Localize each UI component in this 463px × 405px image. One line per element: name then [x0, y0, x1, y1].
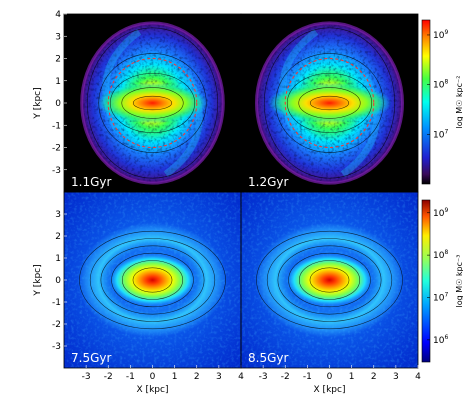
x-tick-label: 2 — [371, 372, 377, 382]
disk-edge — [80, 21, 225, 185]
colorbar-tick-label: 108 — [433, 79, 448, 91]
contour-line — [86, 27, 219, 179]
panel-top-left — [64, 14, 241, 192]
contour-line — [275, 53, 384, 153]
time-label: 1.2Gyr — [248, 175, 288, 189]
x-tick-label: -3 — [82, 372, 91, 382]
x-tick-label: -2 — [281, 372, 290, 382]
colorbar-top: 107 108 109 log M☉ kpc⁻² — [421, 19, 463, 185]
colorbar-title: log M☉ kpc⁻³ — [455, 255, 463, 308]
panel-bottom-left — [64, 192, 241, 368]
contour-line — [298, 87, 361, 119]
contour-line — [266, 238, 393, 322]
contour-line — [309, 267, 350, 293]
y-tick-label: 4 — [55, 10, 61, 20]
colorbar-title: log M☉ kpc⁻² — [455, 76, 463, 129]
time-label: 8.5Gyr — [248, 351, 288, 365]
contour-line — [109, 73, 196, 133]
panel-bottom-right — [241, 192, 418, 368]
x-tick-label: 2 — [194, 372, 200, 382]
y-tick-label: 0 — [55, 99, 61, 109]
dashed-circle — [284, 58, 375, 148]
y-tick-label: -3 — [52, 166, 61, 176]
contour-line — [121, 260, 184, 300]
x-tick-label: 4 — [238, 372, 244, 382]
y-axis-label: Y [kpc] — [33, 87, 43, 119]
colorbar-tick-label: 109 — [433, 207, 448, 219]
y-tick-label: -1 — [52, 121, 61, 131]
x-tick-label: 0 — [327, 372, 333, 382]
y-axis-label: Y [kpc] — [33, 264, 43, 296]
contour-line — [263, 27, 396, 179]
contour-line — [111, 252, 194, 308]
contour-line — [100, 245, 205, 315]
contour-line — [98, 53, 207, 153]
contour-line — [132, 95, 173, 111]
contour-line — [286, 73, 373, 133]
colorbar-tick-label: 108 — [433, 249, 448, 261]
y-tick-label: -2 — [52, 144, 61, 154]
time-label: 7.5Gyr — [71, 351, 111, 365]
bar-density — [267, 82, 392, 124]
contour-line — [288, 252, 371, 308]
bar-density — [96, 82, 209, 124]
x-tick-label: -1 — [303, 372, 312, 382]
y-tick-label: 2 — [55, 232, 61, 242]
y-tick-label: 2 — [55, 55, 61, 65]
colorbar-tick-label: 107 — [433, 291, 448, 303]
y-tick-label: -1 — [52, 298, 61, 308]
y-tick-label: 1 — [55, 77, 61, 87]
bar-density — [286, 254, 373, 306]
colorbar-tick-label: 109 — [433, 29, 448, 41]
x-tick-label: 3 — [393, 372, 399, 382]
dashed-circle — [107, 58, 198, 148]
colorbar-tick-label: 106 — [433, 334, 448, 346]
colorbar-tick-label: 107 — [433, 128, 448, 140]
x-tick-label: -1 — [126, 372, 135, 382]
y-tick-label: 1 — [55, 254, 61, 264]
panel-top-right — [241, 14, 418, 192]
x-tick-label: 0 — [150, 372, 156, 382]
x-tick-label: 1 — [172, 372, 178, 382]
x-tick-label: 4 — [415, 372, 421, 382]
contour-line — [79, 230, 226, 330]
colorbar-gradient — [421, 19, 431, 185]
y-tick-label: -2 — [52, 320, 61, 330]
contour-line — [89, 238, 216, 322]
y-tick-label: 3 — [55, 210, 61, 220]
y-tick-label: -3 — [52, 342, 61, 352]
colorbar-gradient — [421, 199, 431, 363]
bar-density — [109, 254, 196, 306]
contour-line — [121, 87, 184, 119]
x-tick-label: -2 — [104, 372, 113, 382]
y-tick-label: 0 — [55, 276, 61, 286]
time-label: 1.1Gyr — [71, 175, 111, 189]
contour-line — [277, 245, 382, 315]
x-axis-label: X [kpc] — [314, 385, 346, 395]
colorbar-bottom: 106 107 108 109 log M☉ kpc⁻³ — [421, 199, 463, 363]
contour-line — [309, 95, 350, 111]
x-axis-label: X [kpc] — [137, 385, 169, 395]
x-tick-label: -3 — [259, 372, 268, 382]
contour-line — [256, 230, 403, 330]
contour-line — [298, 260, 361, 300]
disk-edge — [254, 21, 405, 185]
y-tick-label: 3 — [55, 32, 61, 42]
contour-line — [132, 267, 173, 293]
x-tick-label: 1 — [349, 372, 355, 382]
x-tick-label: 3 — [216, 372, 222, 382]
